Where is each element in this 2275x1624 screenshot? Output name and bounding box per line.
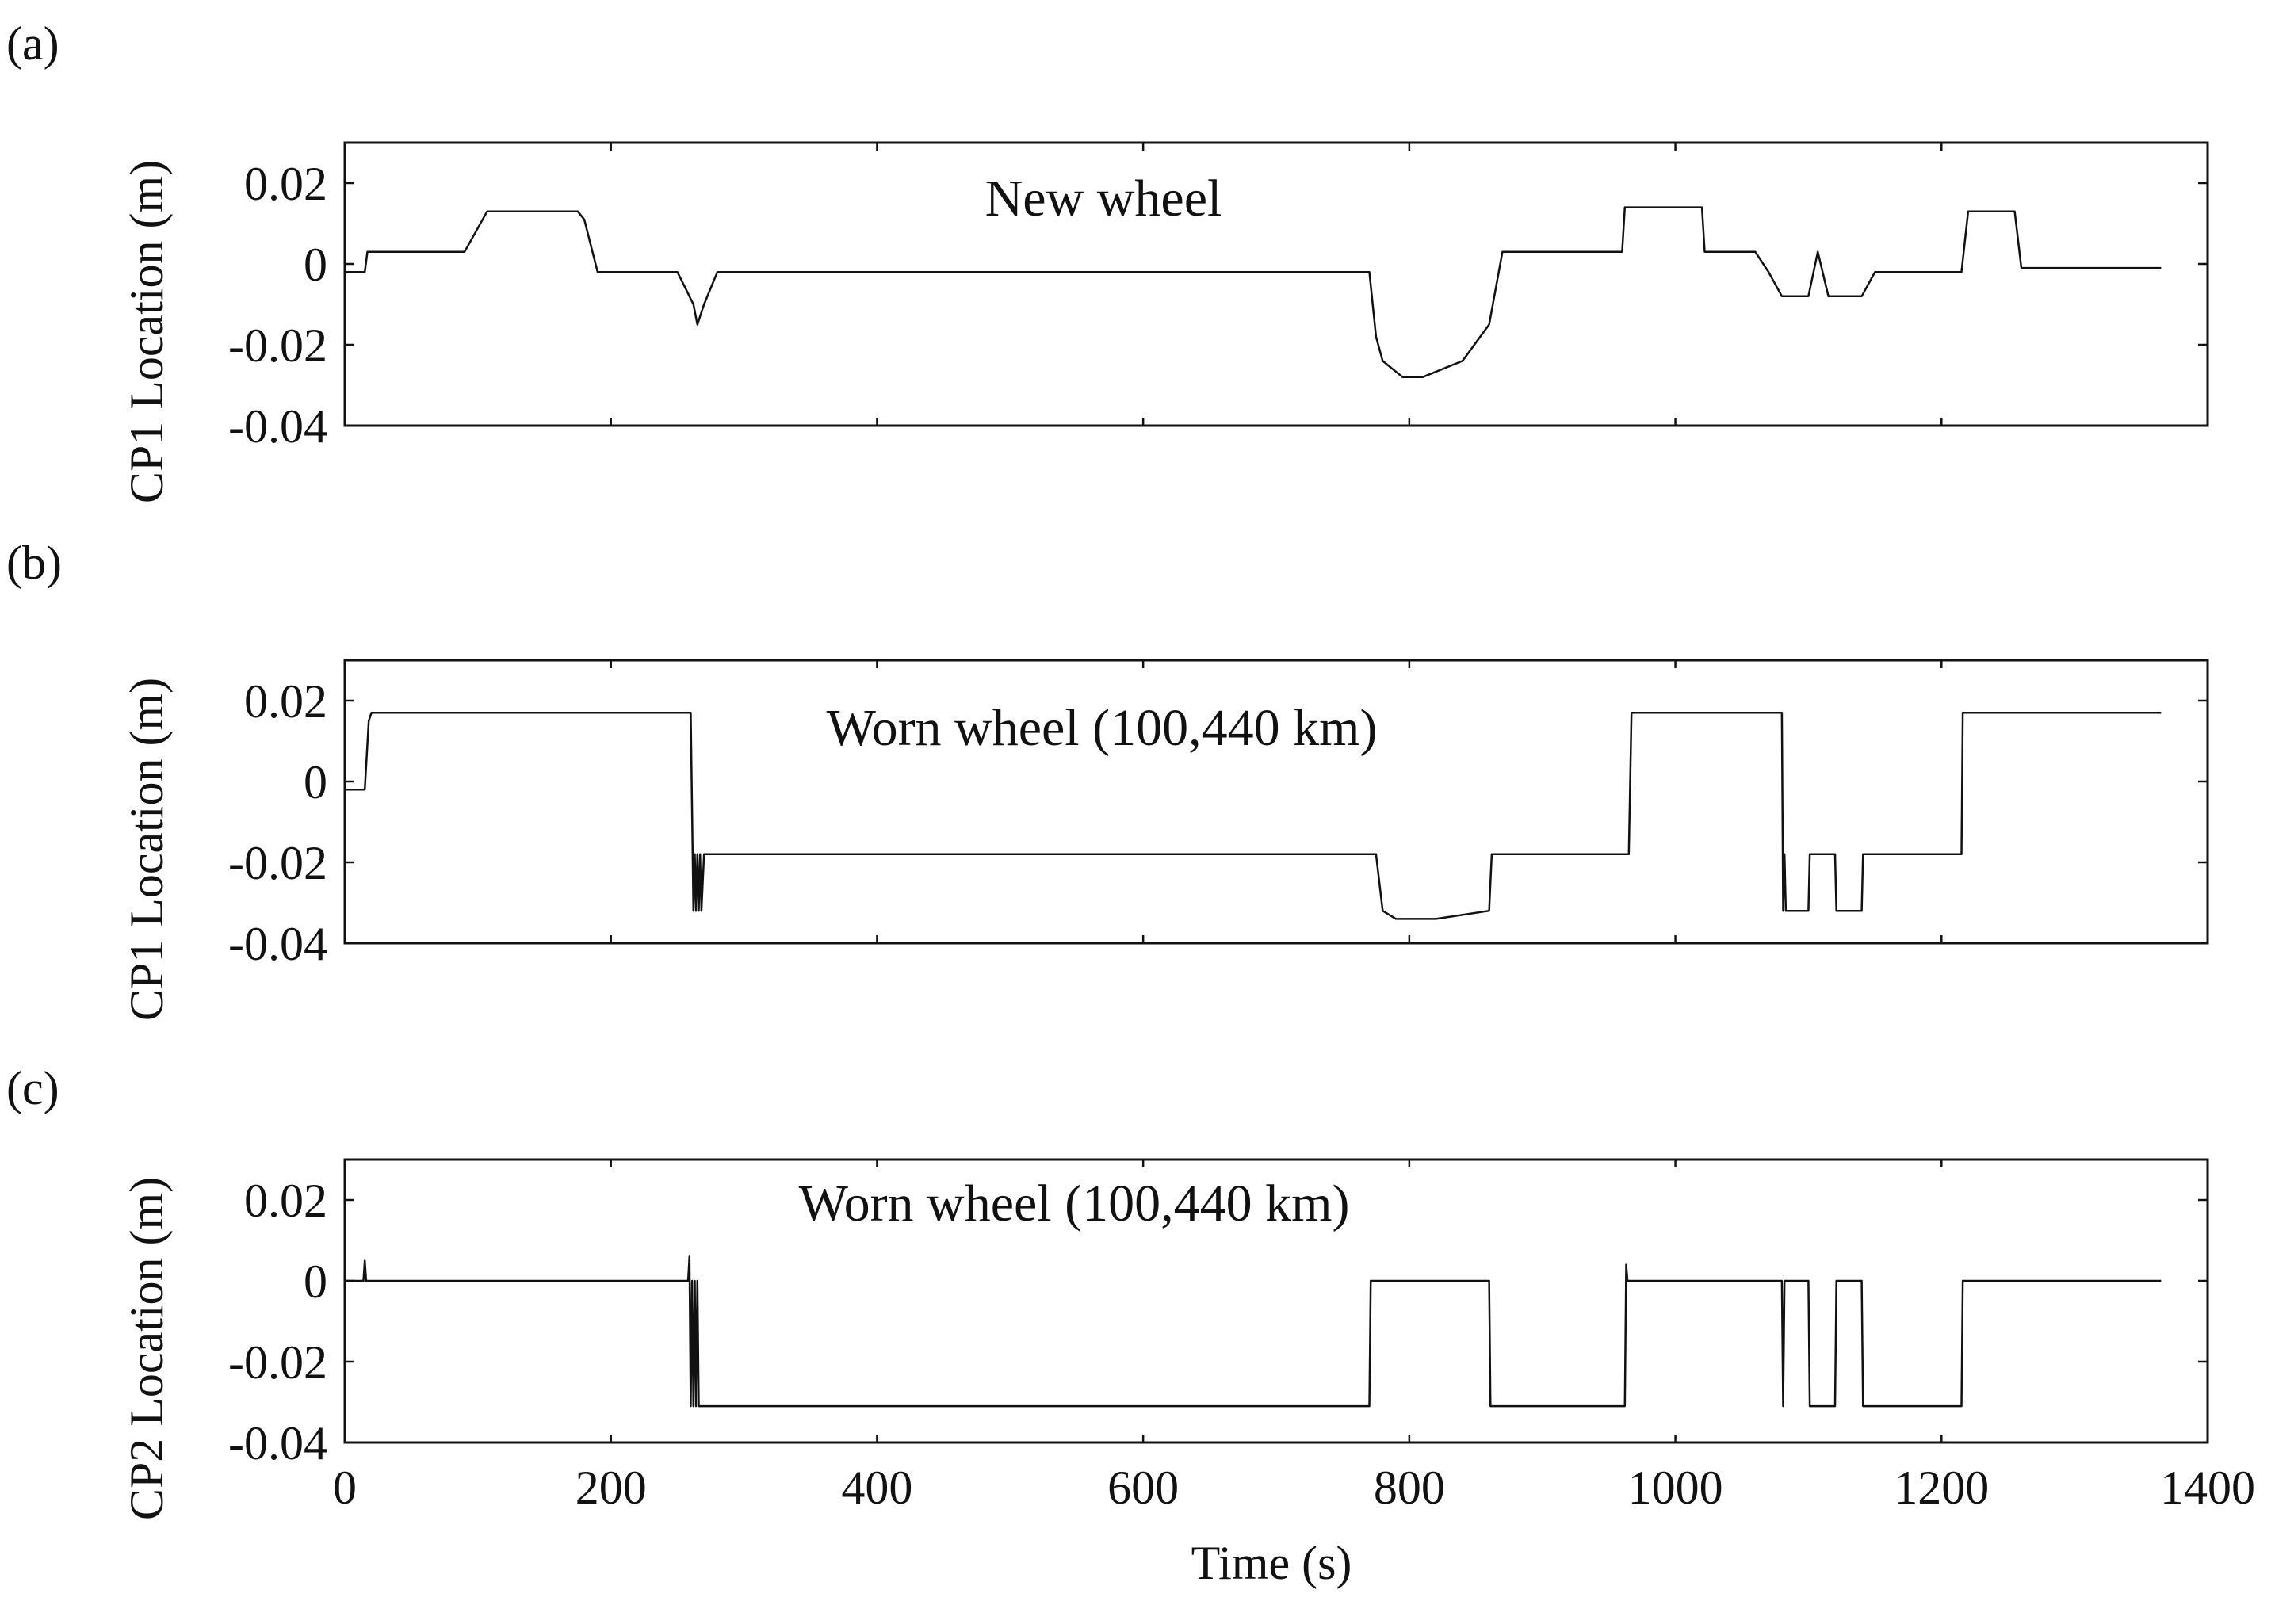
panel-annotation: New wheel (985, 170, 1222, 227)
panel-label: (a) (6, 17, 59, 70)
x-tick-label: 600 (1107, 1462, 1179, 1514)
y-tick-label: -0.04 (228, 1417, 327, 1469)
x-tick-label: 0 (333, 1462, 357, 1514)
x-tick-label: 400 (841, 1462, 912, 1514)
x-tick-label: 1200 (1894, 1462, 1989, 1514)
y-axis-title: CP1 Location (m) (120, 678, 173, 1021)
y-tick-label: 0.02 (244, 158, 327, 210)
panel-label: (b) (6, 537, 62, 589)
x-tick-label: 1400 (2160, 1462, 2255, 1514)
panel-label: (c) (6, 1062, 59, 1114)
panel-annotation: Worn wheel (100,440 km) (827, 699, 1378, 757)
x-axis-title: Time (s) (1191, 1537, 1352, 1589)
panel-2: (b) CP1 Location (m) 0.02 0 -0.02 -0.04 Worn w… (6, 537, 2209, 1021)
plot-frame (343, 141, 2209, 427)
y-tick-label: -0.02 (228, 837, 327, 889)
panel-3: (c) CP2 Location (m) 0.02 0 -0.02 -0.04 Worn w… (6, 1062, 2255, 1589)
y-tick-label: 0 (304, 1255, 327, 1308)
plot-frame (343, 659, 2209, 945)
y-tick-label: -0.04 (228, 400, 327, 453)
y-tick-label: 0 (304, 756, 327, 808)
y-tick-label: 0.02 (244, 1175, 327, 1227)
x-tick-label: 800 (1374, 1462, 1445, 1514)
x-tick-label: 1000 (1628, 1462, 1723, 1514)
y-tick-label: -0.04 (228, 918, 327, 970)
y-axis-title: CP1 Location (m) (120, 160, 173, 503)
series-line (345, 206, 2162, 379)
y-tick-label: -0.02 (228, 1336, 327, 1389)
y-tick-label: 0.02 (244, 675, 327, 728)
panel-annotation: Worn wheel (100,440 km) (799, 1175, 1350, 1232)
series-line (345, 712, 2162, 920)
y-axis-title: CP2 Location (m) (120, 1177, 173, 1520)
x-tick-label: 200 (575, 1462, 647, 1514)
series-line (345, 1255, 2162, 1408)
plot-frame (343, 1158, 2209, 1444)
y-tick-label: 0 (304, 239, 327, 291)
panel-1: (a) CP1 Location (m) 0.02 0 -0.02 -0.04 New wh… (6, 17, 2209, 503)
y-tick-label: -0.02 (228, 319, 327, 372)
